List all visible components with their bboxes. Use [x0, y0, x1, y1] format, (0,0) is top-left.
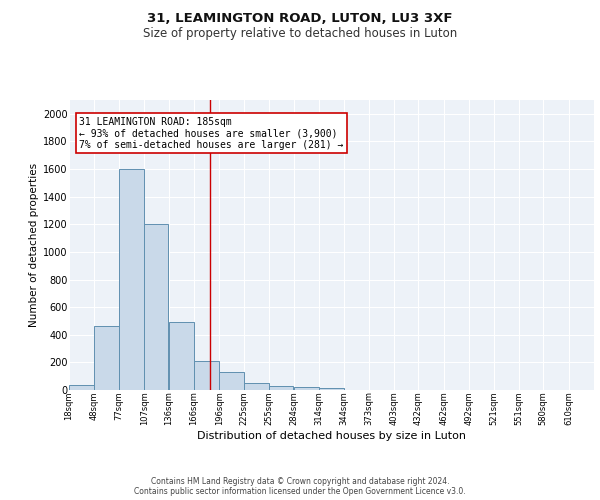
- X-axis label: Distribution of detached houses by size in Luton: Distribution of detached houses by size …: [197, 431, 466, 441]
- Bar: [94, 326, 119, 390]
- Text: 31, LEAMINGTON ROAD, LUTON, LU3 3XF: 31, LEAMINGTON ROAD, LUTON, LU3 3XF: [147, 12, 453, 26]
- Y-axis label: Number of detached properties: Number of detached properties: [29, 163, 39, 327]
- Bar: [269, 386, 293, 390]
- Text: Contains HM Land Registry data © Crown copyright and database right 2024.: Contains HM Land Registry data © Crown c…: [151, 477, 449, 486]
- Bar: [69, 385, 94, 390]
- Bar: [293, 387, 319, 390]
- Bar: [194, 361, 219, 390]
- Text: 31 LEAMINGTON ROAD: 185sqm
← 93% of detached houses are smaller (3,900)
7% of se: 31 LEAMINGTON ROAD: 185sqm ← 93% of deta…: [79, 116, 344, 150]
- Text: Contains public sector information licensed under the Open Government Licence v3: Contains public sector information licen…: [134, 487, 466, 496]
- Bar: [244, 383, 269, 390]
- Bar: [119, 169, 144, 390]
- Bar: [220, 372, 244, 390]
- Bar: [319, 388, 344, 390]
- Text: Size of property relative to detached houses in Luton: Size of property relative to detached ho…: [143, 28, 457, 40]
- Bar: [144, 224, 169, 390]
- Bar: [169, 322, 194, 390]
